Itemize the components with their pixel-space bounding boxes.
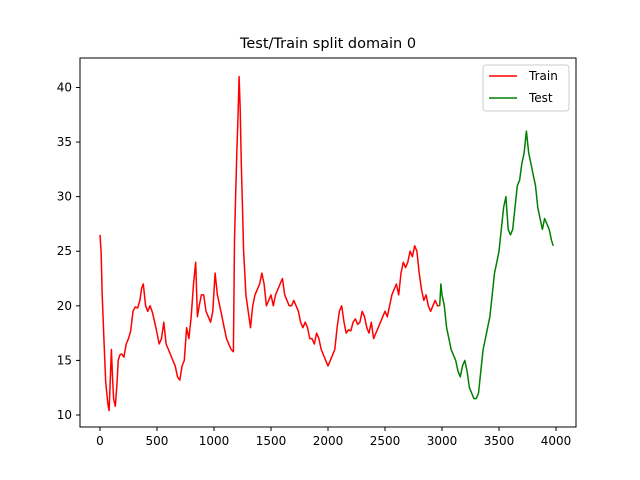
legend-label-test: Test <box>528 91 553 105</box>
y-tick-label: 10 <box>57 408 72 422</box>
series-line-test <box>438 130 554 400</box>
x-tick-label: 1500 <box>256 434 287 448</box>
x-tick-label: 2000 <box>313 434 344 448</box>
y-axis: 10 15 20 25 30 35 40 <box>57 80 80 422</box>
y-tick-label: 30 <box>57 190 72 204</box>
x-tick-label: 4000 <box>541 434 572 448</box>
x-tick-label: 3000 <box>427 434 458 448</box>
y-tick-label: 35 <box>57 135 72 149</box>
x-tick-label: 0 <box>96 434 104 448</box>
x-tick-label: 500 <box>146 434 169 448</box>
chart-title: Test/Train split domain 0 <box>239 36 416 52</box>
y-tick-label: 25 <box>57 244 72 258</box>
x-tick-label: 2500 <box>370 434 401 448</box>
y-tick-label: 20 <box>57 299 72 313</box>
y-tick-label: 40 <box>57 80 72 94</box>
x-tick-label: 3500 <box>484 434 515 448</box>
y-tick-label: 15 <box>57 353 72 367</box>
series-line-train <box>99 75 440 412</box>
x-tick-label: 1000 <box>199 434 230 448</box>
x-axis: 0 500 1000 1500 2000 2500 3000 3500 4000 <box>96 427 571 448</box>
legend: Train Test <box>482 64 570 112</box>
series-layer <box>99 75 554 412</box>
legend-label-train: Train <box>528 69 558 83</box>
